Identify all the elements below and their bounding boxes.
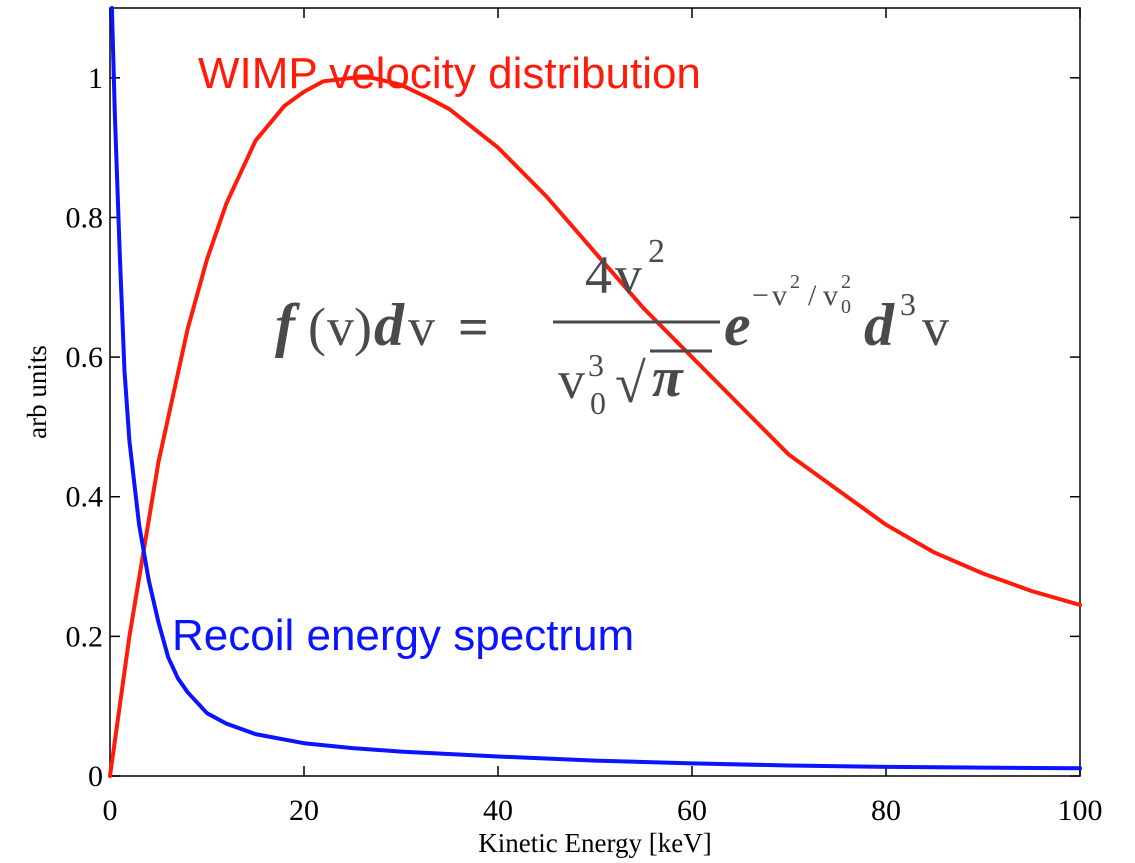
y-tick-label: 1 — [88, 62, 103, 95]
y-axis-ticks — [110, 77, 1080, 777]
x-axis-tick-labels: 0 20 40 60 80 100 — [103, 794, 1103, 827]
formula-exp-v0-sub: 0 — [841, 296, 851, 318]
formula-open-paren: ( — [308, 297, 326, 357]
x-tick-label: 60 — [677, 794, 707, 827]
formula-numerator-coeff: 4 — [585, 245, 612, 305]
y-tick-label: 0.6 — [66, 341, 104, 374]
formula-exp-minus: − — [752, 279, 769, 312]
formula-dv: v — [408, 297, 435, 357]
formula: f ( v ) d v = 4 v 2 v 0 3 √ π e − v 2 / … — [275, 233, 949, 421]
y-axis-tick-labels: 0 0.2 0.4 0.6 0.8 1 — [66, 62, 104, 793]
x-tick-label: 0 — [103, 794, 118, 827]
formula-denominator-exp: 3 — [588, 347, 604, 383]
wimp-annotation: WIMP velocity distribution — [198, 49, 701, 98]
formula-equals: = — [458, 297, 489, 357]
formula-pi: π — [652, 347, 684, 409]
x-tick-label: 20 — [289, 794, 319, 827]
y-axis-title: arb units — [22, 345, 52, 439]
formula-sqrt-icon: √ — [615, 353, 646, 415]
formula-tail-exp: 3 — [900, 286, 916, 322]
plot-frame — [109, 7, 1081, 777]
formula-f: f — [275, 292, 300, 358]
formula-exp-sq: 2 — [790, 271, 800, 293]
y-tick-label: 0.4 — [66, 481, 104, 514]
formula-denominator-sub: 0 — [590, 385, 606, 421]
x-tick-label: 80 — [871, 794, 901, 827]
y-tick-label: 0 — [88, 760, 103, 793]
formula-numerator-v: v — [615, 245, 642, 305]
formula-tail-d: d — [864, 292, 895, 358]
formula-exp-v: v — [772, 279, 787, 312]
recoil-annotation: Recoil energy spectrum — [172, 611, 634, 660]
x-axis-title: Kinetic Energy [keV] — [478, 828, 711, 858]
formula-exp-v0-sq: 2 — [841, 271, 851, 293]
recoil-spectrum-series-line — [109, 6, 1082, 771]
formula-numerator-exp: 2 — [648, 233, 665, 270]
formula-d: d — [374, 292, 405, 358]
formula-e: e — [724, 292, 751, 358]
y-tick-label: 0.2 — [66, 620, 104, 653]
formula-exp-v0: v — [823, 279, 838, 312]
formula-denominator-v: v — [558, 350, 585, 410]
series-layer — [108, 6, 1082, 778]
formula-close-paren: ) — [354, 297, 372, 357]
wimp-velocity-series-line — [108, 75, 1082, 778]
formula-v: v — [327, 297, 354, 357]
formula-exp-slash: / — [808, 279, 817, 312]
x-tick-label: 40 — [483, 794, 513, 827]
x-tick-label: 100 — [1058, 794, 1103, 827]
y-tick-label: 0.8 — [66, 201, 104, 234]
formula-tail-v: v — [922, 297, 949, 357]
